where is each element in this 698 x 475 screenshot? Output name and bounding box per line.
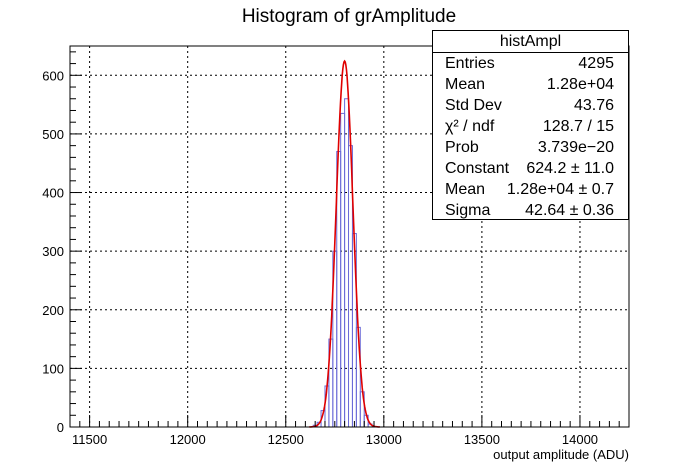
stats-row-constant: Constant 624.2 ± 11.0 bbox=[433, 158, 628, 179]
stats-value: 43.76 bbox=[573, 97, 614, 114]
stats-label: Sigma bbox=[445, 202, 491, 219]
y-tick-label: 600 bbox=[42, 68, 64, 83]
y-axis: 0 100 200 300 400 500 600 bbox=[42, 51, 82, 435]
stats-value: 1.28e+04 ± 0.7 bbox=[506, 181, 614, 198]
stats-value: 42.64 ± 0.36 bbox=[525, 202, 614, 219]
stats-label: Constant bbox=[445, 160, 510, 177]
stats-row-sigma: Sigma 42.64 ± 0.36 bbox=[433, 200, 628, 221]
x-tick-label: 13500 bbox=[464, 432, 500, 447]
stats-row-std-dev: Std Dev 43.76 bbox=[433, 95, 628, 116]
y-tick-label: 200 bbox=[42, 303, 64, 318]
x-tick-label: 11500 bbox=[72, 432, 107, 447]
stats-value: 4295 bbox=[578, 55, 614, 72]
stats-value: 3.739e−20 bbox=[537, 139, 614, 156]
chart-title: Histogram of grAmplitude bbox=[242, 6, 456, 27]
stats-value: 128.7 / 15 bbox=[542, 118, 614, 135]
stats-value: 624.2 ± 11.0 bbox=[526, 160, 614, 177]
gaussian-fit-curve bbox=[309, 59, 381, 428]
y-tick-label: 500 bbox=[42, 127, 64, 142]
stats-label: Prob bbox=[445, 139, 479, 156]
stats-row-entries: Entries 4295 bbox=[433, 53, 628, 74]
x-tick-label: 12000 bbox=[170, 432, 206, 447]
x-axis: 11500 12000 12500 13000 13500 14000 bbox=[69, 415, 630, 447]
stats-label: Std Dev bbox=[445, 97, 502, 114]
y-tick-label: 300 bbox=[42, 244, 64, 259]
x-tick-label: 14000 bbox=[562, 432, 598, 447]
y-tick-label: 0 bbox=[57, 420, 64, 435]
stats-label: Entries bbox=[445, 55, 495, 72]
stats-label: χ² / ndf bbox=[445, 118, 495, 135]
stats-box: histAmpl Entries 4295 Mean 1.28e+04 Std De… bbox=[432, 30, 629, 220]
stats-label: Mean bbox=[445, 76, 486, 93]
x-tick-label: 12500 bbox=[268, 432, 304, 447]
stats-row-mean: Mean 1.28e+04 bbox=[433, 74, 628, 95]
stats-box-title: histAmpl bbox=[433, 31, 628, 53]
y-tick-label: 400 bbox=[42, 186, 64, 201]
plot-frame bbox=[69, 45, 630, 428]
stats-value: 1.28e+04 bbox=[546, 76, 614, 93]
stats-row-prob: Prob 3.739e−20 bbox=[433, 137, 628, 158]
histogram-bar bbox=[344, 98, 350, 428]
x-axis-label: output amplitude (ADU) bbox=[493, 447, 629, 462]
x-tick-label: 13000 bbox=[366, 432, 402, 447]
stats-row-fit-mean: Mean 1.28e+04 ± 0.7 bbox=[433, 179, 628, 200]
stats-row-chi2-ndf: χ² / ndf 128.7 / 15 bbox=[433, 116, 628, 137]
histogram-bars bbox=[312, 98, 373, 428]
stats-label: Mean bbox=[445, 181, 486, 198]
histogram-bar bbox=[340, 112, 346, 428]
y-tick-label: 100 bbox=[42, 361, 64, 376]
